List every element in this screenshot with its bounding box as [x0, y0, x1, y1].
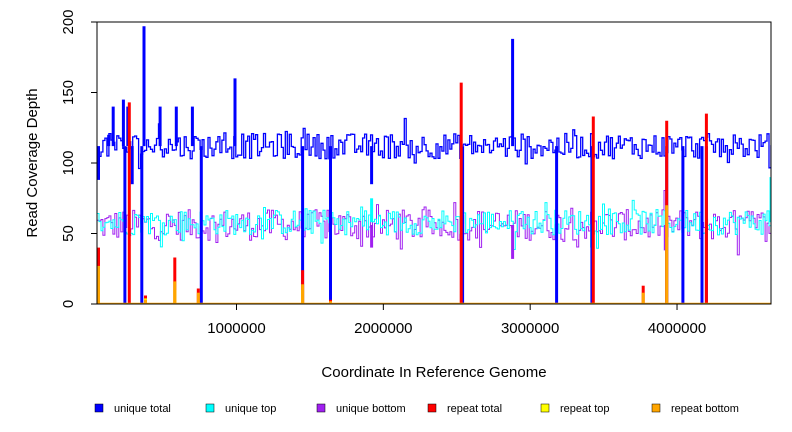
- legend-swatch: [316, 403, 326, 413]
- y-tick-label: 200: [60, 9, 77, 34]
- x-axis: 1000000 2000000 3000000 4000000: [207, 304, 706, 337]
- y-tick-label: 50: [60, 225, 77, 242]
- x-tick-label: 3000000: [501, 320, 559, 337]
- y-tick-label: 150: [60, 80, 77, 105]
- legend-swatch: [427, 403, 437, 413]
- legend-item-unique-bottom: unique bottom: [316, 403, 406, 415]
- series-unique-top: [97, 199, 771, 250]
- x-tick-label: 2000000: [354, 320, 412, 337]
- y-axis-title: Read Coverage Depth: [24, 88, 41, 237]
- legend-swatch: [205, 403, 215, 413]
- series-unique-total: [97, 117, 771, 170]
- plot-frame: [96, 21, 772, 305]
- x-tick-label: 1000000: [207, 320, 265, 337]
- series-layer: [97, 26, 771, 304]
- y-tick-label: 100: [60, 150, 77, 175]
- legend-item-unique-total: unique total: [94, 403, 171, 415]
- legend-label: unique top: [225, 403, 276, 415]
- x-tick-label: 4000000: [648, 320, 706, 337]
- legend-swatch: [94, 403, 104, 413]
- legend-label: repeat bottom: [671, 403, 739, 415]
- legend-swatch: [651, 403, 661, 413]
- legend-item-repeat-top: repeat top: [540, 403, 610, 415]
- legend: unique total unique top unique bottom repea…: [94, 403, 739, 415]
- y-tick-label: 0: [60, 300, 77, 308]
- legend-label: repeat total: [447, 403, 502, 415]
- legend-item-repeat-bottom: repeat bottom: [651, 403, 739, 415]
- legend-swatch: [540, 403, 550, 413]
- legend-label: repeat top: [560, 403, 610, 415]
- x-axis-title: Coordinate In Reference Genome: [321, 364, 546, 381]
- legend-item-unique-top: unique top: [205, 403, 276, 415]
- legend-label: unique total: [114, 403, 171, 415]
- legend-label: unique bottom: [336, 403, 406, 415]
- legend-item-repeat-total: repeat total: [427, 403, 502, 415]
- y-axis: 0 50 100 150 200: [60, 9, 97, 308]
